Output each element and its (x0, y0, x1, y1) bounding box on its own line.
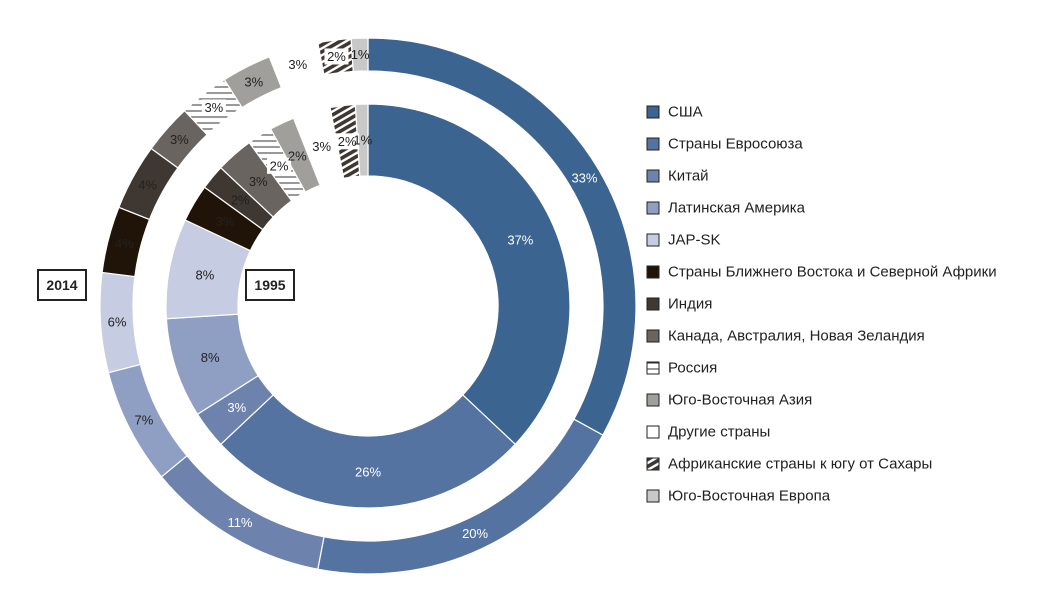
data-label-1995-7: 2% (231, 193, 250, 208)
data-label-bg-2014-11 (285, 56, 310, 73)
legend-swatch-13 (646, 489, 660, 503)
legend-swatch-2 (646, 137, 660, 151)
legend-entry-3: Китай (668, 168, 709, 185)
legend: США Страны Евросоюза Китай Латинская Америк… (646, 104, 997, 505)
data-label-bg-1995-11 (309, 138, 334, 155)
slice-1995-2 (219, 394, 517, 509)
year-label-2014-text: 2014 (46, 277, 77, 293)
legend-entry-4: Латинская Америка (668, 200, 806, 217)
year-label-2014: 2014 (37, 269, 87, 301)
data-label-1995-5: 8% (196, 267, 215, 282)
data-label-1995-4: 8% (201, 350, 220, 365)
legend-swatch-8 (646, 329, 660, 343)
year-label-1995-text: 1995 (254, 277, 285, 293)
data-label-2014-2: 20% (462, 526, 488, 541)
legend-swatch-12 (646, 457, 660, 471)
data-label-2014-11: 3% (288, 57, 307, 72)
data-label-1995-8: 3% (249, 174, 268, 189)
data-label-bg-2014-12 (324, 48, 349, 65)
legend-entry-13: Юго-Восточная Европа (668, 488, 831, 505)
data-label-2014-8: 3% (170, 132, 189, 147)
data-label-1995-10: 2% (288, 148, 307, 163)
legend-swatch-3 (646, 169, 660, 183)
year-label-1995: 1995 (245, 269, 295, 301)
slice-2014-13 (350, 37, 369, 73)
data-label-2014-7: 4% (138, 177, 157, 192)
legend-entry-8: Канада, Австралия, Новая Зеландия (668, 328, 925, 345)
inner-ring-1995 (165, 103, 571, 509)
data-label-2014-9: 3% (204, 100, 223, 115)
legend-entry-12: Африканские страны к югу от Сахары (668, 456, 932, 473)
legend-entry-10: Юго-Восточная Азия (668, 392, 812, 409)
legend-entry-11: Другие страны (668, 424, 770, 441)
data-label-1995-9: 2% (270, 158, 289, 173)
slice-1995-13 (354, 103, 369, 177)
data-label-1995-3: 3% (227, 400, 246, 415)
legend-entry-1: США (668, 104, 703, 121)
data-label-2014-4: 7% (135, 413, 154, 428)
data-label-1995-6: 3% (216, 214, 235, 229)
outer-ring-2014 (99, 37, 637, 575)
data-label-bg-2014-9 (201, 99, 226, 116)
legend-entry-7: Индия (668, 296, 712, 313)
data-label-bg-1995-12 (335, 133, 360, 150)
legend-swatch-10 (646, 393, 660, 407)
legend-entry-2: Страны Евросоюза (668, 136, 803, 153)
legend-swatch-4 (646, 201, 660, 215)
data-label-2014-3: 11% (227, 515, 252, 530)
data-label-2014-6: 4% (115, 236, 134, 251)
legend-swatch-1 (646, 105, 660, 119)
legend-swatch-11 (646, 425, 660, 439)
legend-swatch-5 (646, 233, 660, 247)
data-label-2014-5: 6% (108, 314, 127, 329)
data-label-1995-12: 2% (338, 134, 357, 149)
data-labels: 37%26%3%8%8%3%2%3%2%2%3% 2%1%33%20%11%7%6… (108, 47, 598, 541)
legend-swatch-9 (646, 361, 660, 375)
data-label-bg-1995-9 (267, 157, 292, 174)
data-label-1995-11: 3% (312, 139, 331, 154)
legend-entry-5: JAP-SK (668, 232, 721, 249)
slice-1995-1 (367, 103, 571, 446)
data-label-2014-13: 1% (351, 47, 370, 62)
legend-entry-9: Россия (668, 360, 717, 377)
data-label-2014-1: 33% (571, 170, 597, 185)
data-label-1995-1: 37% (507, 233, 533, 248)
legend-entry-6: Страны Ближнего Востока и Северной Африк… (668, 264, 997, 281)
legend-swatch-6 (646, 265, 660, 279)
data-label-1995-13: 1% (353, 133, 372, 148)
legend-swatch-7 (646, 297, 660, 311)
data-label-2014-10: 3% (244, 74, 263, 89)
data-label-1995-2: 26% (355, 465, 381, 480)
data-label-2014-12: 2% (327, 49, 346, 64)
